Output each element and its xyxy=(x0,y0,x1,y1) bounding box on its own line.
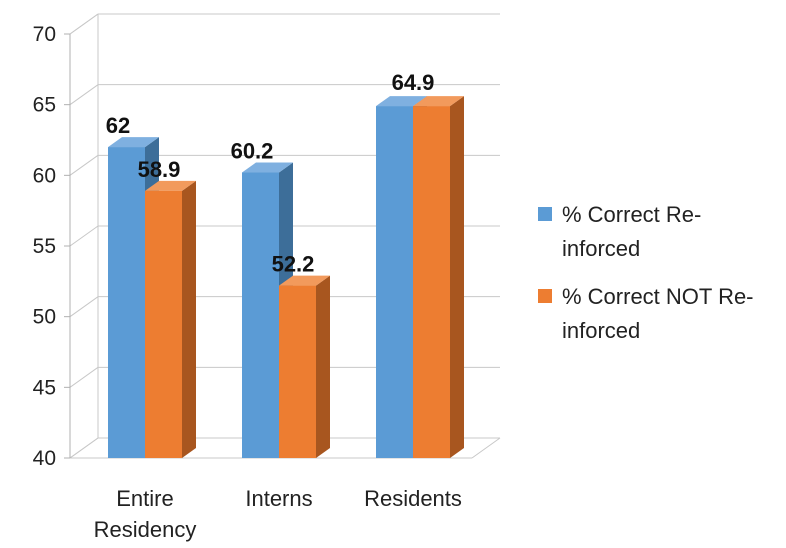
gridline-side xyxy=(69,154,99,176)
legend-label: % Correct NOT Re- inforced xyxy=(562,280,762,348)
data-label: 58.9 xyxy=(138,157,181,182)
y-tick-label: 55 xyxy=(33,235,56,258)
gridline-side xyxy=(69,366,99,388)
y-tick-label: 65 xyxy=(33,94,56,117)
gridline-side xyxy=(69,13,99,35)
x-tick-label: Interns xyxy=(245,486,312,511)
bar-top-face xyxy=(108,137,159,148)
floor-right-edge xyxy=(471,437,501,459)
bar-side-face xyxy=(316,275,330,458)
bar xyxy=(413,106,450,458)
x-tick-label: Residents xyxy=(364,486,462,511)
legend-label-line: inforced xyxy=(562,236,641,261)
bar-top-face xyxy=(242,162,293,173)
legend-label-line: inforced xyxy=(562,318,641,343)
gridline-side xyxy=(69,296,99,318)
y-tick-label: 45 xyxy=(33,376,56,399)
bar xyxy=(145,190,182,458)
data-label: 52.2 xyxy=(272,252,315,277)
bar-top-face xyxy=(413,96,464,107)
data-label: 62 xyxy=(106,113,130,138)
y-axis: 40 45 50 55 60 65 70 xyxy=(33,23,71,470)
legend-label-line: % Correct Re- xyxy=(562,202,702,227)
data-labels: 62 58.9 60.2 52.2 64.9 xyxy=(106,70,435,276)
bar xyxy=(376,106,413,458)
legend-label: % Correct Re- inforced xyxy=(562,198,762,266)
y-tick-label: 50 xyxy=(33,306,56,329)
bar xyxy=(279,285,316,458)
bar-top-face xyxy=(279,275,330,286)
y-tick-label: 40 xyxy=(33,447,56,470)
legend-item-reinforced: % Correct Re- inforced xyxy=(538,198,783,266)
data-label: 64.9 xyxy=(392,70,435,95)
x-axis: Entire Residency Interns Residents xyxy=(94,486,462,542)
gridline-side xyxy=(69,84,99,106)
legend: % Correct Re- inforced % Correct NOT Re-… xyxy=(538,198,783,362)
bar-top-face xyxy=(376,96,427,107)
y-tick-label: 60 xyxy=(33,164,56,187)
bar-side-face xyxy=(450,96,464,458)
legend-swatch xyxy=(538,289,552,303)
bar-top-face xyxy=(145,180,196,191)
bar xyxy=(242,172,279,459)
legend-swatch xyxy=(538,207,552,221)
data-label: 60.2 xyxy=(231,139,274,164)
x-tick-label: Entire xyxy=(116,486,173,511)
legend-item-not-reinforced: % Correct NOT Re- inforced xyxy=(538,280,783,348)
y-tick-label: 70 xyxy=(33,23,56,46)
x-tick-label: Residency xyxy=(94,517,197,542)
gridline-side xyxy=(69,437,99,459)
bars xyxy=(108,96,464,459)
bar xyxy=(108,147,145,459)
legend-label-line: % Correct NOT Re- xyxy=(562,284,754,309)
gridline-side xyxy=(69,225,99,247)
bar-side-face xyxy=(182,180,196,458)
